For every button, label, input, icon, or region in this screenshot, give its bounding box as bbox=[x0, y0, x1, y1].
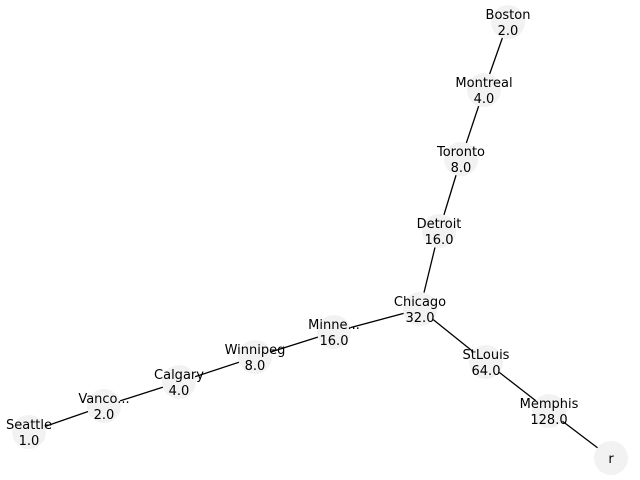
node-circle-montreal bbox=[467, 73, 501, 107]
node-value-stlouis: 64.0 bbox=[472, 364, 501, 379]
node-circle-boston bbox=[491, 5, 525, 39]
node-circle-calgary bbox=[162, 365, 196, 399]
nodes-layer: Boston2.0Montreal4.0Toronto8.0Detroit16.… bbox=[6, 5, 628, 475]
node-value-montreal: 4.0 bbox=[474, 92, 495, 107]
node-vancouver: Vanco...2.0 bbox=[78, 389, 130, 423]
node-value-winnipeg: 8.0 bbox=[245, 359, 266, 374]
node-value-chicago: 32.0 bbox=[406, 311, 435, 326]
node-circle-r bbox=[594, 441, 628, 475]
node-label-calgary: Calgary bbox=[154, 368, 204, 383]
node-circle-memphis bbox=[532, 394, 566, 428]
node-value-vancouver: 2.0 bbox=[94, 408, 115, 423]
node-label-detroit: Detroit bbox=[417, 217, 462, 232]
node-label-montreal: Montreal bbox=[455, 76, 512, 91]
node-value-minneapolis: 16.0 bbox=[320, 334, 349, 349]
node-value-toronto: 8.0 bbox=[451, 161, 472, 176]
node-label-toronto: Toronto bbox=[436, 145, 485, 160]
node-circle-chicago bbox=[403, 292, 437, 326]
node-label-vancouver: Vanco... bbox=[78, 392, 129, 407]
node-value-calgary: 4.0 bbox=[169, 384, 190, 399]
node-r: r bbox=[594, 441, 628, 475]
node-value-boston: 2.0 bbox=[498, 24, 519, 39]
node-circle-toronto bbox=[444, 142, 478, 176]
node-circle-stlouis bbox=[469, 345, 503, 379]
node-value-detroit: 16.0 bbox=[425, 233, 454, 248]
node-label-stlouis: StLouis bbox=[463, 348, 510, 363]
node-circle-vancouver bbox=[87, 389, 121, 423]
node-circle-seattle bbox=[12, 415, 46, 449]
node-circle-winnipeg bbox=[238, 340, 272, 374]
node-value-memphis: 128.0 bbox=[530, 413, 567, 428]
node-minneapolis: Minne...16.0 bbox=[308, 315, 360, 349]
node-circle-detroit bbox=[422, 214, 456, 248]
node-label-r: r bbox=[608, 452, 614, 467]
node-label-memphis: Memphis bbox=[520, 397, 579, 412]
node-label-winnipeg: Winnipeg bbox=[225, 343, 286, 358]
node-label-minneapolis: Minne... bbox=[308, 318, 360, 333]
node-value-seattle: 1.0 bbox=[19, 434, 40, 449]
node-label-seattle: Seattle bbox=[6, 418, 52, 433]
node-label-chicago: Chicago bbox=[394, 295, 446, 310]
node-circle-minneapolis bbox=[317, 315, 351, 349]
node-label-boston: Boston bbox=[486, 8, 531, 23]
